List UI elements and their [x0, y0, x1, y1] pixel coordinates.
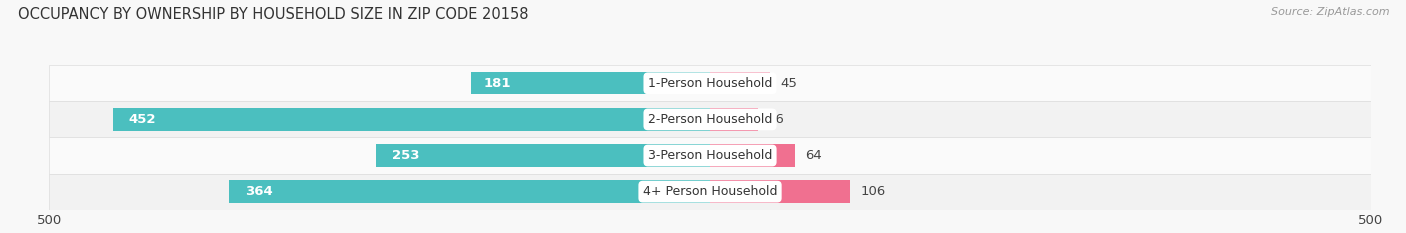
Text: 181: 181	[484, 77, 512, 90]
Bar	[112, 108, 710, 131]
Text: 45: 45	[780, 77, 797, 90]
Text: 452: 452	[128, 113, 156, 126]
Text: 1-Person Household: 1-Person Household	[648, 77, 772, 90]
Bar	[710, 144, 794, 167]
Text: 2-Person Household: 2-Person Household	[648, 113, 772, 126]
Text: 106: 106	[860, 185, 886, 198]
Bar	[375, 144, 710, 167]
Bar	[471, 72, 710, 95]
Bar	[49, 65, 1371, 101]
Bar	[710, 180, 851, 203]
Bar	[49, 101, 1371, 137]
Bar	[710, 72, 769, 95]
Text: 253: 253	[391, 149, 419, 162]
Text: 3-Person Household: 3-Person Household	[648, 149, 772, 162]
Text: 364: 364	[245, 185, 273, 198]
Bar	[49, 174, 1371, 210]
Bar	[49, 137, 1371, 174]
Text: OCCUPANCY BY OWNERSHIP BY HOUSEHOLD SIZE IN ZIP CODE 20158: OCCUPANCY BY OWNERSHIP BY HOUSEHOLD SIZE…	[18, 7, 529, 22]
Text: 64: 64	[806, 149, 823, 162]
Text: 36: 36	[768, 113, 785, 126]
Text: 4+ Person Household: 4+ Person Household	[643, 185, 778, 198]
Bar	[710, 108, 758, 131]
Bar	[229, 180, 710, 203]
Text: Source: ZipAtlas.com: Source: ZipAtlas.com	[1271, 7, 1389, 17]
